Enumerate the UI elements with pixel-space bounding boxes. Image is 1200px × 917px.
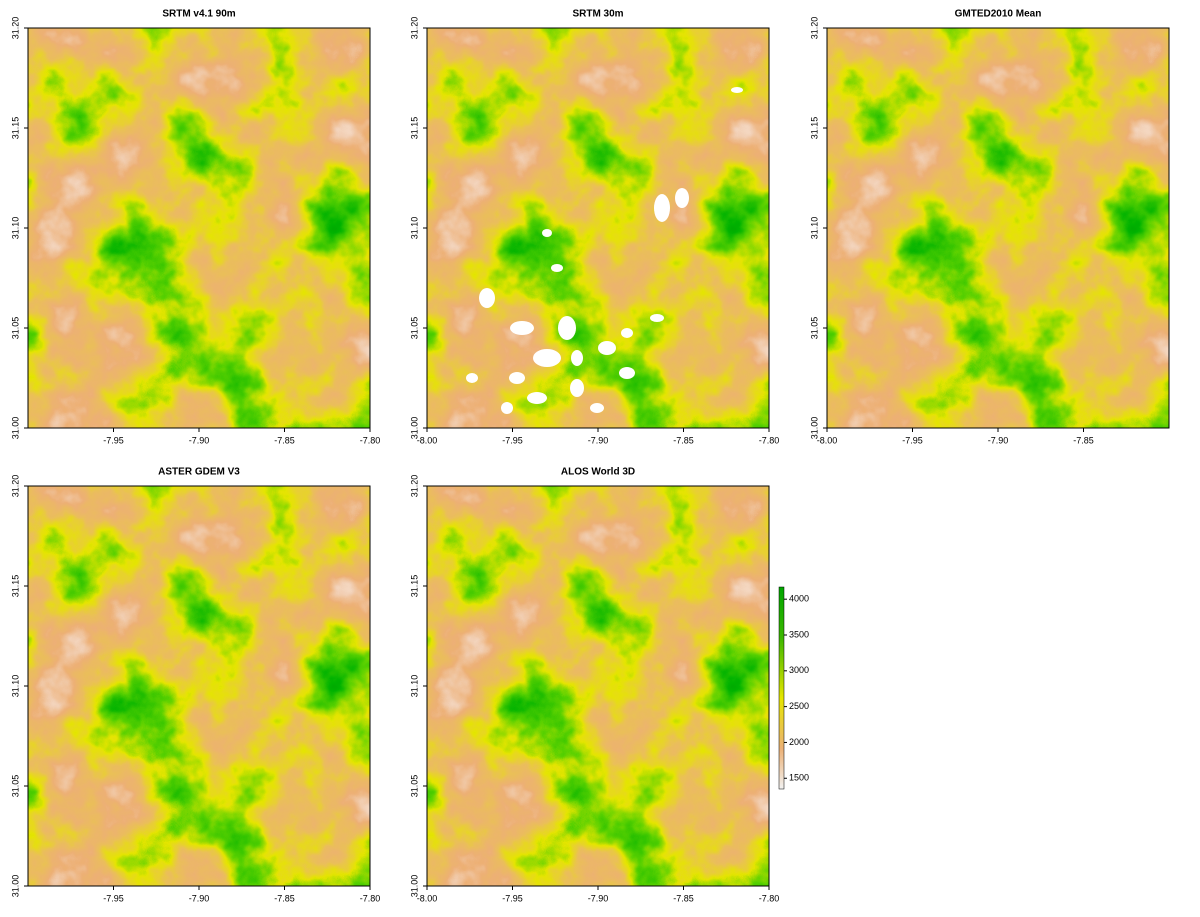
void-area xyxy=(571,350,583,366)
y-tick-label: 31.05 xyxy=(409,317,419,340)
y-tick-label: 31.20 xyxy=(809,17,819,40)
y-tick-label: 31.20 xyxy=(10,475,20,498)
x-tick-label: -8.00 xyxy=(817,435,838,445)
x-tick-label: -7.90 xyxy=(588,893,609,903)
x-tick-label: -7.95 xyxy=(502,893,523,903)
y-tick-label: 31.00 xyxy=(409,417,419,440)
void-area xyxy=(675,188,689,208)
void-area xyxy=(558,316,576,340)
elevation-raster xyxy=(28,28,370,428)
void-area xyxy=(598,341,616,355)
legend-tick-label: 2000 xyxy=(789,737,809,747)
color-bar xyxy=(778,586,785,790)
y-tick-label: 31.05 xyxy=(409,775,419,798)
void-area xyxy=(501,402,513,414)
x-tick-label: -7.85 xyxy=(274,435,295,445)
legend-tick-label: 2500 xyxy=(789,701,809,711)
x-tick-label: -7.95 xyxy=(103,893,124,903)
void-area xyxy=(533,349,561,367)
y-tick-label: 31.15 xyxy=(809,117,819,140)
panel-title: ASTER GDEM V3 xyxy=(158,467,240,478)
legend-tick-label: 3000 xyxy=(789,665,809,675)
y-tick-label: 31.00 xyxy=(10,875,20,898)
y-tick-label: 31.10 xyxy=(10,675,20,698)
legend-tick-label: 3500 xyxy=(789,629,809,639)
x-tick-label: -8.00 xyxy=(417,893,438,903)
legend-tick-label: 1500 xyxy=(789,773,809,783)
void-area xyxy=(466,373,478,383)
x-tick-label: -7.90 xyxy=(189,435,210,445)
y-tick-label: 31.15 xyxy=(10,117,20,140)
x-tick-label: -7.80 xyxy=(360,435,381,445)
x-tick-label: -7.90 xyxy=(988,435,1009,445)
x-tick-label: -7.80 xyxy=(759,435,780,445)
x-tick-label: -8.00 xyxy=(417,435,438,445)
void-area xyxy=(542,229,552,237)
void-area xyxy=(621,328,633,338)
x-tick-label: -7.90 xyxy=(189,893,210,903)
y-tick-label: 31.05 xyxy=(10,317,20,340)
map-panel: SRTM v4.1 90m -7.95 -7.90 -7.85 -7.80 31.00 31… xyxy=(10,9,380,446)
y-tick-label: 31.10 xyxy=(409,217,419,240)
map-panel: ALOS World 3D -8.00 -7.95 -7.90 -7.85 -7.80 31… xyxy=(409,467,779,904)
elevation-raster xyxy=(28,486,370,886)
map-panel: ASTER GDEM V3 -7.95 -7.90 -7.85 -7.80 31.00 31… xyxy=(10,467,380,904)
y-tick-label: 31.00 xyxy=(10,417,20,440)
map-panel: GMTED2010 Mean -8.00 -7.95 -7.90 -7.85 31.00 3… xyxy=(809,9,1170,445)
void-area xyxy=(654,194,670,222)
y-tick-label: 31.20 xyxy=(409,475,419,498)
y-tick-label: 31.10 xyxy=(409,675,419,698)
void-area xyxy=(731,87,743,93)
elevation-raster xyxy=(827,28,1169,428)
x-tick-label: -7.85 xyxy=(673,435,694,445)
y-tick-label: 31.10 xyxy=(10,217,20,240)
x-tick-label: -7.85 xyxy=(673,893,694,903)
void-area xyxy=(619,367,635,379)
elevation-raster xyxy=(427,486,769,886)
y-tick-label: 31.05 xyxy=(809,317,819,340)
x-tick-label: -7.85 xyxy=(274,893,295,903)
x-tick-label: -7.85 xyxy=(1073,435,1094,445)
y-tick-label: 31.00 xyxy=(809,417,819,440)
panel-title: SRTM v4.1 90m xyxy=(162,9,235,20)
void-area xyxy=(479,288,495,308)
void-area xyxy=(509,372,525,384)
y-tick-label: 31.20 xyxy=(409,17,419,40)
x-tick-label: -7.80 xyxy=(360,893,381,903)
void-area xyxy=(527,392,547,404)
y-tick-label: 31.00 xyxy=(409,875,419,898)
panel-title: ALOS World 3D xyxy=(561,467,635,478)
y-tick-label: 31.20 xyxy=(10,17,20,40)
x-tick-label: -7.80 xyxy=(759,893,780,903)
void-area xyxy=(551,264,563,272)
x-tick-label: -7.95 xyxy=(103,435,124,445)
y-tick-label: 31.15 xyxy=(10,575,20,598)
y-tick-label: 31.15 xyxy=(409,117,419,140)
x-tick-label: -7.95 xyxy=(902,435,923,445)
void-area xyxy=(650,314,664,322)
elevation-raster xyxy=(427,28,769,428)
legend-tick-label: 4000 xyxy=(789,594,809,604)
panel-title: SRTM 30m xyxy=(572,9,623,20)
y-tick-label: 31.10 xyxy=(809,217,819,240)
panel-title: GMTED2010 Mean xyxy=(955,9,1042,20)
void-area xyxy=(590,403,604,413)
void-area xyxy=(510,321,534,335)
y-tick-label: 31.15 xyxy=(409,575,419,598)
void-area xyxy=(570,379,584,397)
y-tick-label: 31.05 xyxy=(10,775,20,798)
x-tick-label: -7.90 xyxy=(588,435,609,445)
map-panel: SRTM 30m -8.00 -7.95 -7.90 -7.85 -7.80 31.00 31… xyxy=(409,9,779,446)
x-tick-label: -7.95 xyxy=(502,435,523,445)
